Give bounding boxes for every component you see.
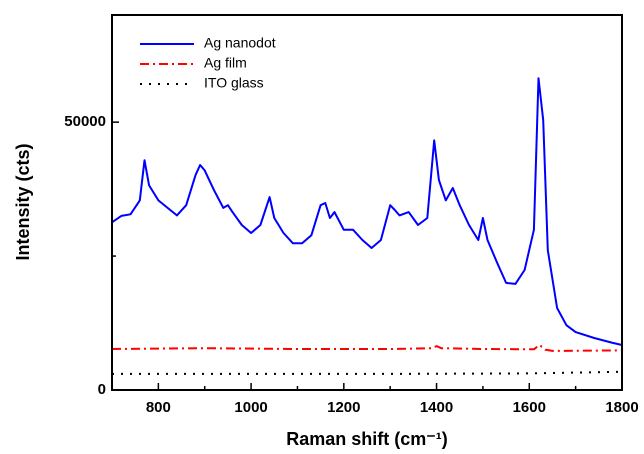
x-tick-label: 800: [146, 399, 171, 416]
series-line: [112, 370, 623, 375]
x-tick-label: 1200: [327, 399, 360, 416]
plot-frame: [111, 14, 623, 391]
y-tick-label: 50000: [64, 113, 106, 130]
x-tick-label: 1400: [420, 399, 453, 416]
x-tick-label: 1000: [234, 399, 267, 416]
y-axis-label: Intensity (cts): [13, 143, 33, 260]
x-tick-label: 1800: [605, 399, 638, 416]
series-line: [111, 77, 623, 346]
y-tick-label: 0: [98, 381, 106, 398]
series-line: [111, 344, 623, 352]
x-tick-label: 1600: [513, 399, 546, 416]
legend-label: Ag film: [204, 55, 247, 71]
legend-label: Ag nanodot: [204, 35, 276, 51]
x-axis-label: Raman shift (cm⁻¹): [286, 429, 448, 449]
legend-label: ITO glass: [204, 75, 264, 91]
